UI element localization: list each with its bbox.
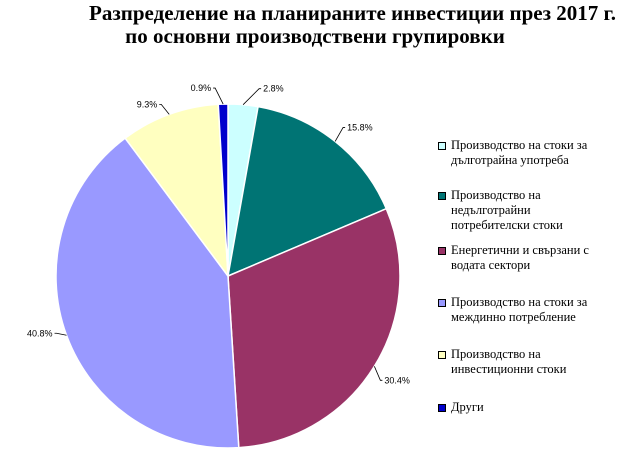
data-label-1: 2.8% <box>263 84 284 94</box>
legend-label-line: Други <box>451 400 484 414</box>
pie-slice-2 <box>227 105 388 278</box>
legend-label-line: потребителски стоки <box>451 218 563 232</box>
legend-swatch <box>438 299 446 307</box>
legend-label-line: Енергетични и свързани с <box>451 243 589 257</box>
legend-label-line: инвестиционни стоки <box>451 362 567 376</box>
legend-swatch <box>438 192 446 200</box>
leader-line-4 <box>54 332 67 336</box>
legend-swatch <box>438 351 446 359</box>
legend-label-line: дълготрайна употреба <box>451 153 569 167</box>
leader-line-2 <box>334 127 346 142</box>
leader-line-5 <box>159 103 170 115</box>
legend-label-line: Производство на стоки за <box>451 295 588 309</box>
pie-slice-3 <box>227 207 401 449</box>
pie-slice-4 <box>55 137 240 449</box>
legend-label-line: недълготрайни <box>451 203 531 217</box>
data-label-6: 0.9% <box>191 83 212 93</box>
legend-label: Енергетични и свързани с водата сектори <box>451 243 626 273</box>
legend-swatch <box>438 142 446 150</box>
data-label-2: 15.8% <box>347 122 373 132</box>
legend-label: Производство на инвестиционни стоки <box>451 347 626 377</box>
legend-label: Производство на недълготрайни потребителск… <box>451 188 626 233</box>
data-label-4: 40.8% <box>27 328 53 338</box>
leader-line-1 <box>242 88 262 105</box>
legend-label-line: Производство на стоки за <box>451 138 588 152</box>
legend-swatch <box>438 247 446 255</box>
data-label-3: 30.4% <box>384 375 410 385</box>
leader-line-6 <box>213 87 224 105</box>
data-label-5: 9.3% <box>137 99 158 109</box>
legend-label: Производство на стоки за дълготрайна упот… <box>451 138 626 168</box>
chart-title-line-2: по основни производствени групировки <box>125 24 505 48</box>
legend-label-line: водата сектори <box>451 258 531 272</box>
pie-slice-6 <box>217 103 229 277</box>
chart-title: Разпределение на планираните инвестиции … <box>0 2 630 48</box>
leader-line-3 <box>374 366 383 381</box>
legend-label-line: Производство на <box>451 188 541 202</box>
legend-label-line: междинно потребление <box>451 310 576 324</box>
legend-swatch <box>438 404 446 412</box>
chart-title-line-1: Разпределение на планираните инвестиции … <box>89 1 616 25</box>
legend-label: Производство на стоки за междинно потребл… <box>451 295 626 325</box>
legend-label-line: Производство на <box>451 347 541 361</box>
legend-label: Други <box>451 400 626 415</box>
